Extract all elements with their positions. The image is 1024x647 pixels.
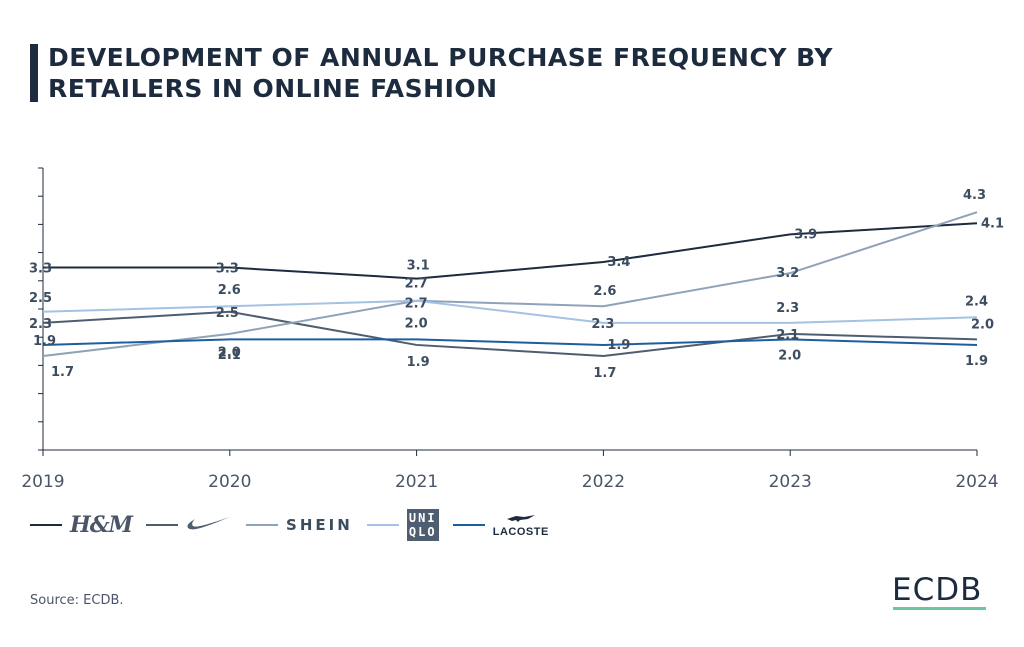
- data-label: 2.6: [593, 284, 616, 299]
- data-label: 1.9: [965, 354, 988, 369]
- data-label: 2.7: [405, 297, 428, 312]
- data-label: 1.9: [33, 334, 56, 349]
- data-label: 2.0: [405, 316, 428, 331]
- legend-swatch-uniqlo: [366, 524, 399, 526]
- data-label: 2.3: [591, 317, 614, 332]
- data-label: 2.1: [776, 328, 799, 343]
- hm-logo: H&M: [70, 512, 133, 538]
- legend-item-uniqlo: UNI QLO: [366, 509, 439, 541]
- legend-swatch-hm: [30, 524, 62, 526]
- legend-item-hm: H&M: [30, 512, 133, 538]
- x-tick-label: 2021: [395, 472, 438, 492]
- series-line-nike: [42, 310, 978, 358]
- data-label: 4.3: [963, 188, 986, 203]
- data-label: 3.1: [407, 259, 430, 274]
- uniqlo-logo: UNI QLO: [406, 509, 439, 541]
- data-label: 1.7: [51, 365, 74, 380]
- x-tick-label: 2020: [208, 472, 251, 492]
- data-label: 4.1: [981, 216, 1004, 231]
- data-label: 2.5: [29, 291, 52, 306]
- data-label: 2.5: [216, 306, 239, 321]
- legend-item-nike: [146, 514, 232, 537]
- data-label: 3.3: [29, 262, 52, 277]
- title-accent-bar: [30, 44, 38, 102]
- crocodile-icon: [506, 513, 536, 526]
- data-label: 2.6: [218, 283, 241, 298]
- legend-item-lacoste: LACOSTE: [452, 513, 549, 538]
- chart-title: DEVELOPMENT OF ANNUAL PURCHASE FREQUENCY…: [48, 43, 833, 103]
- source-note: Source: ECDB.: [30, 593, 124, 608]
- data-label: 3.9: [794, 227, 817, 242]
- legend: H&M SHEIN UNI QLO LACOSTE: [30, 508, 563, 542]
- series-line-hm: [43, 222, 978, 280]
- data-label: 1.9: [607, 338, 630, 353]
- data-label: 3.3: [216, 262, 239, 277]
- shein-logo: SHEIN: [286, 516, 353, 534]
- ecdb-logo: ECDB: [892, 572, 983, 608]
- data-label: 2.1: [218, 348, 241, 363]
- data-label: 2.0: [218, 345, 241, 360]
- data-label: 1.7: [593, 366, 616, 381]
- data-label: 3.4: [607, 255, 630, 270]
- ecdb-logo-underline: [893, 607, 986, 610]
- series-line-shein: [42, 211, 978, 357]
- legend-swatch-shein: [246, 524, 279, 526]
- data-label: 2.0: [778, 348, 801, 363]
- x-tick-label: 2022: [582, 472, 625, 492]
- x-tick-label: 2024: [955, 472, 998, 492]
- legend-item-shein: SHEIN: [246, 516, 353, 534]
- data-label: 3.2: [776, 266, 799, 281]
- lacoste-logo: LACOSTE: [493, 513, 549, 538]
- data-label: 2.3: [29, 317, 52, 332]
- data-label: 2.4: [965, 294, 988, 309]
- legend-swatch-nike: [146, 524, 179, 526]
- line-chart: 2019 2020 2021 2022 2023 2024 3.3 3.3 3.1 3.4 3.9 4…: [21, 167, 1004, 492]
- data-label: 2.7: [405, 277, 428, 292]
- nike-swoosh-icon: [186, 514, 232, 537]
- x-tick-label: 2019: [21, 472, 64, 492]
- x-tick-label: 2023: [769, 472, 812, 492]
- data-label: 2.0: [971, 317, 994, 332]
- data-label: 1.9: [407, 355, 430, 370]
- series-line-uniqlo: [42, 299, 978, 324]
- series-line-lacoste: [42, 338, 978, 346]
- data-label: 2.3: [776, 301, 799, 316]
- legend-swatch-lacoste: [452, 524, 485, 526]
